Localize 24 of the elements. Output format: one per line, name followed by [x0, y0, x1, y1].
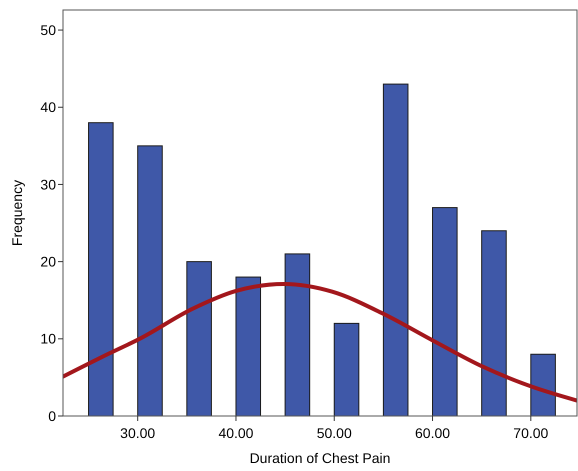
bar: [235, 276, 262, 416]
bar: [284, 253, 310, 416]
y-tick-label: 30: [40, 176, 56, 192]
line-series: [63, 282, 577, 403]
y-tick-label: 50: [40, 22, 56, 38]
y-tick-label: 0: [48, 408, 56, 424]
bar: [432, 207, 458, 416]
bar: [382, 84, 408, 416]
bar: [137, 145, 163, 416]
bar: [481, 230, 507, 416]
x-tick-label: 40.00: [218, 425, 254, 441]
bar: [334, 322, 360, 416]
y-tick-label: 20: [40, 254, 56, 270]
x-tick-label: 30.00: [120, 425, 156, 441]
x-tick-label: 60.00: [415, 425, 450, 441]
bar: [186, 261, 212, 416]
y-axis-title: Frequency: [9, 180, 25, 246]
y-tick-label: 10: [40, 330, 56, 347]
y-tick-label: 40: [40, 99, 56, 116]
bar: [88, 122, 114, 416]
x-tick-label: 70.00: [513, 425, 549, 441]
x-axis-title: Duration of Chest Pain: [250, 450, 390, 466]
bar: [530, 354, 556, 416]
x-tick-label: 50.00: [316, 425, 352, 441]
